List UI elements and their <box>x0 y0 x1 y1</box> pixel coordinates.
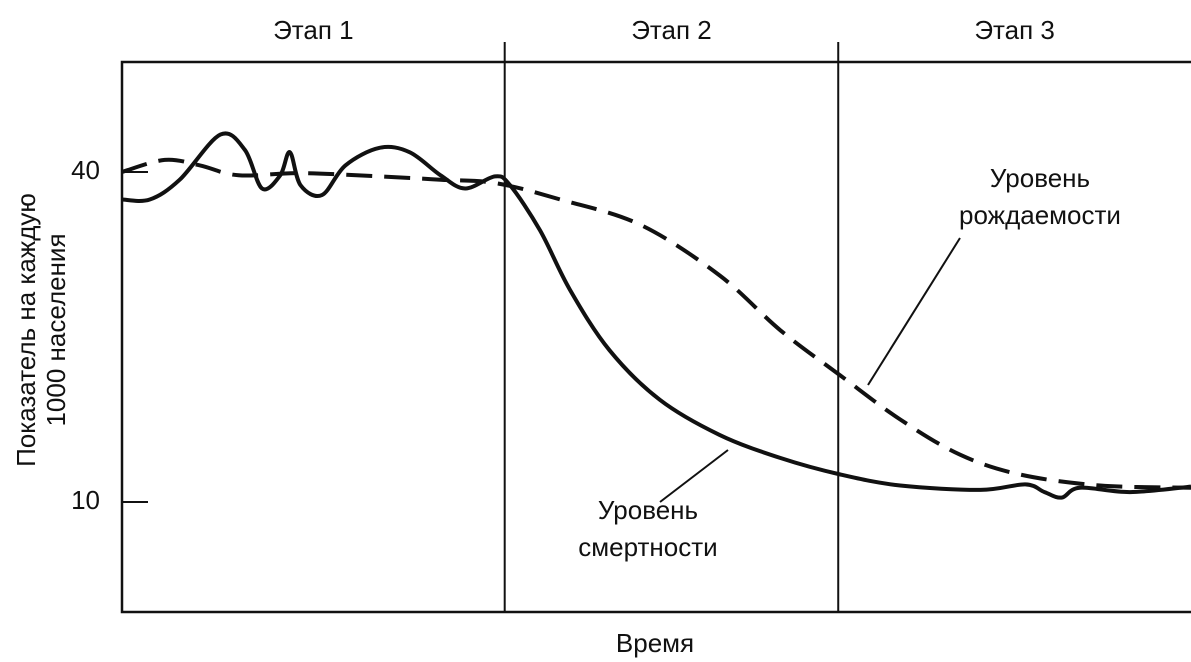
pointer-line <box>659 449 729 503</box>
y-tick-label: 40 <box>71 155 100 185</box>
y-axis-label-line: 1000 населения <box>41 233 71 426</box>
series-line <box>121 131 1191 500</box>
annotation: Уровень <box>990 163 1090 193</box>
x-axis-label: Время <box>616 628 694 658</box>
series-line <box>121 157 1191 490</box>
plot-frame <box>120 60 1191 614</box>
annotation: смертности <box>578 532 717 562</box>
y-axis-label-line: Показатель на каждую <box>11 193 41 467</box>
annotation: Уровень <box>598 495 698 525</box>
stage-label: Этап 3 <box>974 15 1055 45</box>
pointer-line <box>867 237 961 386</box>
y-axis-label: Показатель на каждую 1000 населения <box>11 193 71 467</box>
stage-label: Этап 2 <box>631 15 712 45</box>
annotation: рождаемости <box>959 200 1121 230</box>
stage-label: Этап 1 <box>273 15 354 45</box>
y-tick-label: 10 <box>71 485 100 515</box>
